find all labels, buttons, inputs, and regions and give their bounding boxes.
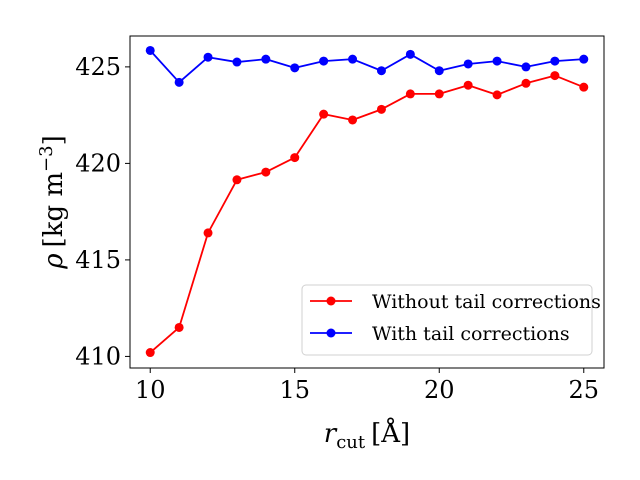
data-point-without-tail-corrections	[174, 322, 184, 332]
series-line-without-tail-corrections	[149, 74, 585, 354]
data-point-without-tail-corrections	[145, 348, 155, 358]
data-point-without-tail-corrections	[579, 82, 589, 92]
data-point-without-tail-corrections	[232, 175, 242, 185]
data-point-with-tail-corrections	[232, 57, 242, 67]
data-point-without-tail-corrections	[492, 90, 502, 100]
data-point-with-tail-corrections	[550, 56, 560, 66]
y-tick-label: 425	[75, 53, 121, 81]
data-point-with-tail-corrections	[174, 77, 184, 87]
data-point-with-tail-corrections	[145, 45, 155, 55]
x-axis-label-main: r	[324, 419, 338, 449]
data-point-without-tail-corrections	[203, 228, 213, 238]
x-tick-label: 25	[568, 376, 599, 404]
legend-entry-without-tail: Without tail corrections	[310, 291, 601, 313]
y-axis-label-main: ρ	[39, 253, 69, 270]
data-point-with-tail-corrections	[203, 52, 213, 62]
data-point-with-tail-corrections	[376, 66, 386, 76]
data-point-without-tail-corrections	[261, 167, 271, 177]
y-axis-label-unit-exp: −3	[36, 145, 57, 172]
y-axis-label-unit-open: [kg m	[39, 172, 69, 247]
series-layer	[145, 45, 589, 358]
plot-frame	[129, 35, 605, 369]
series-line-with-tail-corrections	[149, 49, 584, 84]
data-point-without-tail-corrections	[521, 78, 531, 88]
legend-marker-with-tail	[326, 328, 336, 338]
legend: Without tail corrections With tail corre…	[301, 284, 601, 356]
legend-label-without-tail: Without tail corrections	[372, 291, 601, 313]
legend-label-with-tail: With tail corrections	[372, 323, 570, 345]
data-point-without-tail-corrections	[463, 80, 473, 90]
data-point-without-tail-corrections	[550, 71, 560, 81]
y-tick-label: 410	[75, 342, 121, 370]
data-point-with-tail-corrections	[405, 49, 415, 59]
data-point-with-tail-corrections	[261, 54, 271, 64]
x-axis-label-unit: [Å]	[371, 417, 410, 449]
data-point-without-tail-corrections	[290, 153, 300, 163]
y-axis-label-unit-close: ]	[39, 135, 69, 145]
x-axis-label-sub: cut	[336, 432, 366, 453]
data-point-without-tail-corrections	[376, 104, 386, 114]
x-tick-label: 15	[279, 376, 310, 404]
legend-box	[301, 284, 593, 356]
data-point-with-tail-corrections	[521, 62, 531, 72]
data-point-without-tail-corrections	[319, 109, 329, 119]
data-point-with-tail-corrections	[319, 56, 329, 66]
y-tick-label: 415	[75, 246, 121, 274]
legend-entry-with-tail: With tail corrections	[310, 323, 570, 345]
data-point-with-tail-corrections	[434, 66, 444, 76]
data-point-without-tail-corrections	[348, 115, 358, 125]
data-point-with-tail-corrections	[348, 54, 358, 64]
x-axis-label: rcut [Å]	[324, 417, 410, 453]
legend-marker-without-tail	[326, 296, 336, 306]
data-point-without-tail-corrections	[434, 89, 444, 99]
data-point-with-tail-corrections	[463, 59, 473, 69]
x-tick-label: 10	[135, 376, 166, 404]
data-point-with-tail-corrections	[290, 63, 300, 73]
x-tick-label: 20	[424, 376, 455, 404]
data-point-without-tail-corrections	[405, 89, 415, 99]
y-axis-ticks: 410 415 420 425	[75, 53, 130, 370]
data-point-with-tail-corrections	[579, 54, 589, 64]
x-axis-ticks: 10 15 20 25	[135, 368, 599, 404]
y-axis-label: ρ [kg m−3]	[36, 135, 69, 269]
data-point-with-tail-corrections	[492, 56, 502, 66]
y-tick-label: 420	[75, 149, 121, 177]
